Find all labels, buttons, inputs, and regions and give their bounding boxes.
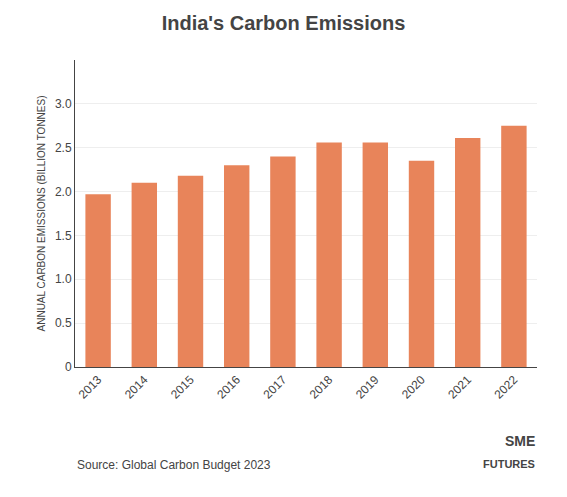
svg-text:ANNUAL CARBON EMISSIONS (BILLI: ANNUAL CARBON EMISSIONS (BILLION TONNES) <box>36 96 47 332</box>
svg-text:2021: 2021 <box>445 373 474 402</box>
svg-text:2015: 2015 <box>168 373 197 402</box>
svg-text:Source: Global Carbon Budget 2: Source: Global Carbon Budget 2023 <box>77 458 271 472</box>
svg-text:2020: 2020 <box>399 373 428 402</box>
svg-text:2017: 2017 <box>260 373 289 402</box>
svg-text:2013: 2013 <box>76 373 105 402</box>
svg-text:1.0: 1.0 <box>55 272 72 286</box>
svg-text:SME: SME <box>505 433 535 449</box>
svg-text:2019: 2019 <box>353 373 382 402</box>
svg-text:3.0: 3.0 <box>55 97 72 111</box>
svg-text:2016: 2016 <box>214 373 243 402</box>
svg-text:2014: 2014 <box>122 373 151 402</box>
svg-text:India's Carbon Emissions: India's Carbon Emissions <box>162 12 406 34</box>
svg-text:FUTURES: FUTURES <box>483 458 535 470</box>
svg-text:2.5: 2.5 <box>55 141 72 155</box>
svg-text:2022: 2022 <box>491 373 520 402</box>
svg-text:0.5: 0.5 <box>55 316 72 330</box>
svg-text:0: 0 <box>65 360 72 374</box>
svg-text:2.0: 2.0 <box>55 185 72 199</box>
svg-text:2018: 2018 <box>307 373 336 402</box>
svg-text:1.5: 1.5 <box>55 229 72 243</box>
